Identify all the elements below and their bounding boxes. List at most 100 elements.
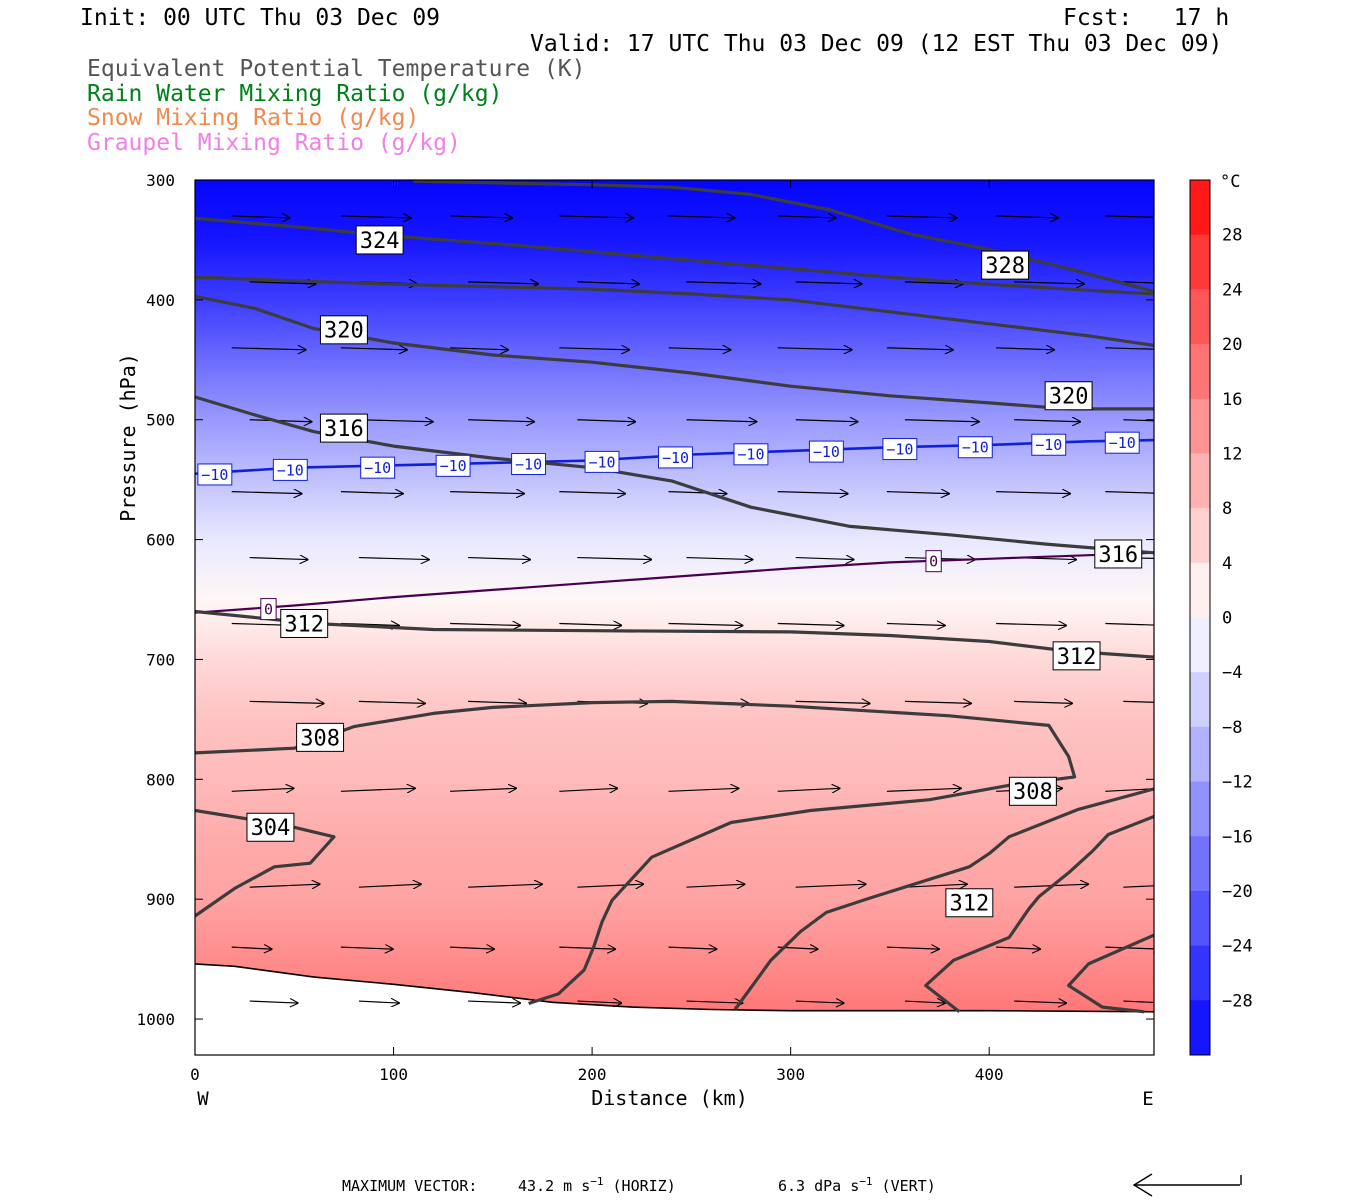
y-tick-label: 500 [146, 411, 175, 430]
wind-vector [577, 884, 643, 887]
max-vector-vertical: 6.3 dPa s−1 (VERT) [778, 1175, 936, 1195]
wind-vector [1123, 885, 1154, 888]
wind-vector [340, 947, 393, 949]
colorbar-tick-label: 28 [1222, 226, 1242, 246]
terrain-line [195, 963, 1154, 1013]
wind-vector [886, 492, 949, 494]
wind-vector [668, 947, 717, 949]
isotherm-minus10-label-box [733, 443, 769, 466]
wind-vector [777, 216, 836, 218]
colorbar-bin [1190, 289, 1210, 345]
wind-vector [1123, 281, 1154, 284]
wind-vector [1105, 347, 1154, 350]
isotherm-minus10-label: −10 [588, 453, 615, 471]
wind-vector [340, 788, 415, 791]
isotherm-minus10-label-box [1031, 433, 1067, 456]
x-tick-label: 400 [975, 1065, 1004, 1084]
theta-e-label: 308 [1013, 780, 1053, 805]
theta-e-contour [195, 294, 1154, 411]
wind-vector [795, 420, 858, 422]
wind-vector [249, 558, 308, 560]
colorbar-bin [1190, 617, 1210, 673]
isotherm-minus10-label: −10 [515, 455, 542, 473]
west-label: W [197, 1088, 209, 1110]
colorbar-tick-label: −24 [1222, 937, 1253, 957]
wind-vector [1014, 1001, 1066, 1003]
theta-e-label-box [355, 225, 404, 255]
field-legend-rain: Rain Water Mixing Ratio (g/kg) [87, 81, 503, 107]
wind-vector [358, 558, 429, 560]
isotherm-minus10-label-box [584, 450, 620, 473]
wind-vector [668, 788, 739, 791]
wind-vector [450, 947, 494, 949]
isotherm-minus10-label-box [882, 438, 918, 461]
theta-e-contour [1067, 933, 1154, 1014]
wind-vector [996, 623, 1066, 625]
freezing-level-label: 0 [929, 553, 938, 571]
wind-vector [468, 420, 534, 422]
colorbar-tick-label: 4 [1222, 554, 1232, 574]
colorbar-bin [1190, 890, 1210, 947]
colorbar-bin [1190, 453, 1210, 509]
theta-e-label-box [296, 722, 345, 752]
wind-vector [559, 216, 633, 218]
colorbar-tick-label: 12 [1222, 444, 1242, 464]
theta-e-label: 320 [324, 319, 364, 344]
isotherm-minus10-label: −10 [364, 459, 391, 477]
wind-vector [795, 701, 870, 703]
wind-vector [904, 884, 967, 887]
wind-vector [577, 420, 635, 422]
freezing-level-label-box [260, 598, 277, 621]
wind-vector [777, 623, 844, 625]
wind-vector [577, 282, 639, 284]
wind-vector [249, 1001, 298, 1003]
isotherm-minus10-label: −10 [201, 466, 228, 484]
east-label: E [1142, 1088, 1153, 1110]
wind-vector [1105, 491, 1154, 494]
wind-vector [668, 216, 735, 218]
terrain [195, 963, 1154, 1055]
isotherm-minus10-label: −10 [1109, 434, 1136, 452]
wind-vector [249, 282, 316, 284]
field-legend-graupel: Graupel Mixing Ratio (g/kg) [87, 130, 461, 156]
wind-vector [231, 216, 290, 218]
y-tick-label: 600 [146, 531, 175, 550]
wind-vectors [231, 216, 1154, 1003]
x-tick-label: 200 [578, 1065, 607, 1084]
wind-vector [450, 492, 524, 494]
wind-vector [904, 1001, 945, 1003]
colorbar-bin [1190, 1000, 1210, 1056]
x-axis-label: Distance (km) [591, 1086, 748, 1110]
wind-vector [795, 558, 854, 560]
wind-vector [1105, 622, 1154, 626]
isotherm-minus10-label: −10 [886, 440, 913, 458]
wind-vector [231, 492, 302, 494]
colorbar-tick-label: −12 [1222, 773, 1253, 793]
wind-vector [996, 947, 1040, 949]
wind-vector [686, 558, 753, 560]
wind-vector [231, 348, 306, 350]
colorbar-bin [1190, 234, 1210, 290]
plot-frame [194, 179, 1155, 1056]
ground-mask [195, 963, 1154, 1055]
isotherm-minus10-label-box [435, 454, 471, 477]
wind-vector [231, 788, 294, 791]
max-vector-label: MAXIMUM VECTOR: [342, 1177, 477, 1195]
theta-e-label: 324 [360, 229, 400, 254]
wind-vector [249, 884, 320, 887]
theta-e-label: 312 [284, 612, 324, 637]
theta-e-label-box [319, 315, 368, 345]
isotherm-minus10-label: −10 [440, 457, 467, 475]
y-tick-label: 1000 [136, 1010, 175, 1029]
colorbar-tick-label: 16 [1222, 390, 1242, 410]
wind-vector [468, 558, 530, 560]
theta-e-label: 308 [300, 726, 340, 751]
wind-vector [450, 788, 516, 791]
colorbar-units: °C [1220, 172, 1240, 192]
theta-e-label: 316 [1098, 543, 1138, 568]
colorbar-bin [1190, 781, 1210, 837]
wind-vector [468, 1001, 520, 1003]
theta-e-label-box [246, 812, 295, 842]
colorbar-tick-label: −20 [1222, 882, 1253, 902]
